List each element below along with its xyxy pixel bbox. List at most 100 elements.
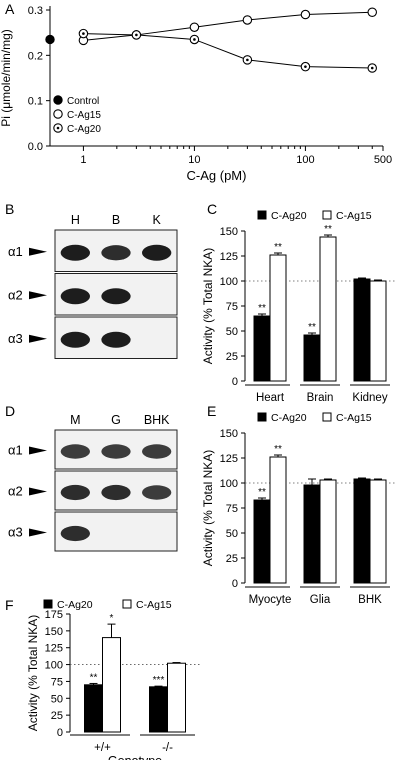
x-tick-label: 10 — [188, 154, 200, 166]
x-axis-label: C-Ag (pM) — [187, 168, 247, 183]
x-tick-label: Glia — [310, 594, 331, 606]
blot-band — [101, 288, 131, 305]
y-tick-label: 175 — [45, 609, 63, 621]
panel-label-e: E — [207, 403, 216, 419]
blot-band — [101, 444, 131, 459]
y-tick-label: 125 — [45, 643, 63, 655]
x-tick-label: -/- — [162, 742, 173, 754]
blot-band — [60, 244, 90, 261]
lane-label: B — [112, 213, 120, 227]
lane-label: M — [70, 413, 80, 427]
x-tick-label: 500 — [374, 154, 392, 166]
protein-label: α2 — [8, 287, 23, 302]
y-tick-label: 125 — [220, 453, 238, 465]
protein-label: α1 — [8, 443, 23, 458]
blot-band — [142, 244, 172, 261]
data-point-c-ag20-dot — [135, 33, 138, 37]
data-point-c-ag20-dot — [82, 32, 85, 35]
legend-swatch-c-ag20 — [257, 412, 267, 422]
legend: C-Ag20 C-Ag15 — [43, 599, 172, 611]
y-tick-label: 150 — [220, 428, 238, 440]
y-tick-label: 75 — [226, 503, 238, 515]
blot-band — [60, 484, 90, 501]
x-tick-label: Heart — [256, 392, 285, 404]
y-axis-label: Activity (% Total NKA) — [201, 248, 215, 364]
band-arrow — [29, 334, 47, 343]
y-tick-label: 0.2 — [28, 50, 43, 62]
blot-band — [101, 245, 131, 261]
bar-c-ag15 — [167, 662, 186, 733]
blot-band — [60, 331, 90, 348]
data-point-c-ag15 — [367, 7, 377, 18]
bar-c-ag20 — [149, 686, 168, 733]
blot-b: H B Kα1 α2 α3 — [8, 213, 178, 359]
data-point-control — [45, 34, 55, 45]
band-arrow — [29, 528, 47, 537]
legend: C-Ag20 C-Ag15 — [257, 412, 372, 424]
data-point-c-ag15 — [300, 9, 311, 20]
x-tick-label: +/+ — [94, 742, 111, 754]
chart-e: 0 25 50 75 100 125 150 ** ** Myocyte Glia BHK Activi… — [201, 412, 395, 606]
blot-band — [101, 331, 131, 348]
chart-f: 0255075100125150175***+/+***-/-GenotypeA… — [26, 599, 200, 760]
data-point-c-ag15 — [189, 22, 200, 32]
significance-label: ** — [274, 444, 282, 455]
data-point-c-ag20-dot — [246, 58, 249, 62]
legend-swatch-c-ag15 — [322, 210, 332, 220]
blot-band — [60, 525, 90, 542]
blot-band — [60, 444, 90, 459]
protein-label: α1 — [8, 244, 23, 259]
legend: Control C-Ag15 C-Ag20 — [53, 95, 101, 135]
bar-c-ag15 — [269, 456, 287, 584]
data-point-c-ag20 — [78, 28, 89, 39]
bar-c-ag15 — [269, 254, 287, 382]
protein-label: α3 — [8, 525, 23, 540]
y-tick-label: 0.3 — [28, 5, 43, 17]
data-point-c-ag20-dot — [193, 38, 196, 41]
legend-label: C-Ag15 — [336, 412, 372, 424]
series-line-c-ag20 — [83, 33, 373, 69]
legend-label: C-Ag20 — [67, 124, 101, 135]
protein-label: α2 — [8, 484, 23, 499]
lane-label: BHK — [144, 413, 170, 427]
blot-band — [60, 288, 90, 305]
legend-swatch-c-ag20 — [43, 599, 53, 609]
y-tick-label: 75 — [51, 676, 63, 688]
data-point-c-ag15 — [242, 15, 253, 25]
y-tick-label: 25 — [226, 351, 238, 363]
bar-c-ag15 — [319, 236, 337, 382]
x-tick-label: 100 — [296, 154, 314, 166]
y-tick-label: 125 — [220, 251, 238, 263]
bar-c-ag20 — [303, 484, 321, 584]
y-tick-label: 25 — [226, 553, 238, 565]
y-tick-label: 100 — [220, 478, 238, 490]
band-arrow — [29, 247, 47, 256]
bar-c-ag15 — [369, 280, 387, 382]
y-tick-label: 0.0 — [28, 141, 43, 153]
legend-marker-control — [53, 95, 63, 105]
panel-label-d: D — [5, 403, 15, 419]
x-tick-label: BHK — [358, 594, 382, 606]
significance-label: *** — [153, 675, 165, 686]
significance-label: ** — [258, 487, 266, 498]
chart-c: 0 25 50 75 100 125 150 ** ** Heart ** ** Brain Kidney… — [201, 210, 395, 404]
data-point-c-ag20-dot — [304, 65, 307, 68]
y-tick-label: 100 — [220, 276, 238, 288]
y-tick-label: 50 — [51, 693, 63, 705]
bar-c-ag20 — [84, 684, 103, 733]
panel-label-a: A — [5, 1, 15, 17]
blot-band — [101, 484, 131, 501]
lane-label: K — [152, 213, 161, 227]
x-tick-label: 1 — [80, 154, 86, 166]
significance-label: ** — [308, 322, 316, 333]
significance-label: * — [110, 613, 114, 624]
panel-label-c: C — [207, 201, 217, 217]
legend-label: Control — [67, 96, 99, 107]
data-point-c-ag20 — [131, 30, 142, 40]
y-tick-label: 150 — [45, 626, 63, 638]
significance-label: ** — [324, 224, 332, 235]
legend-marker-c-ag15 — [53, 109, 63, 119]
legend-label: C-Ag20 — [271, 412, 307, 424]
legend-label: C-Ag15 — [136, 599, 172, 611]
legend-swatch-c-ag15 — [322, 412, 332, 422]
